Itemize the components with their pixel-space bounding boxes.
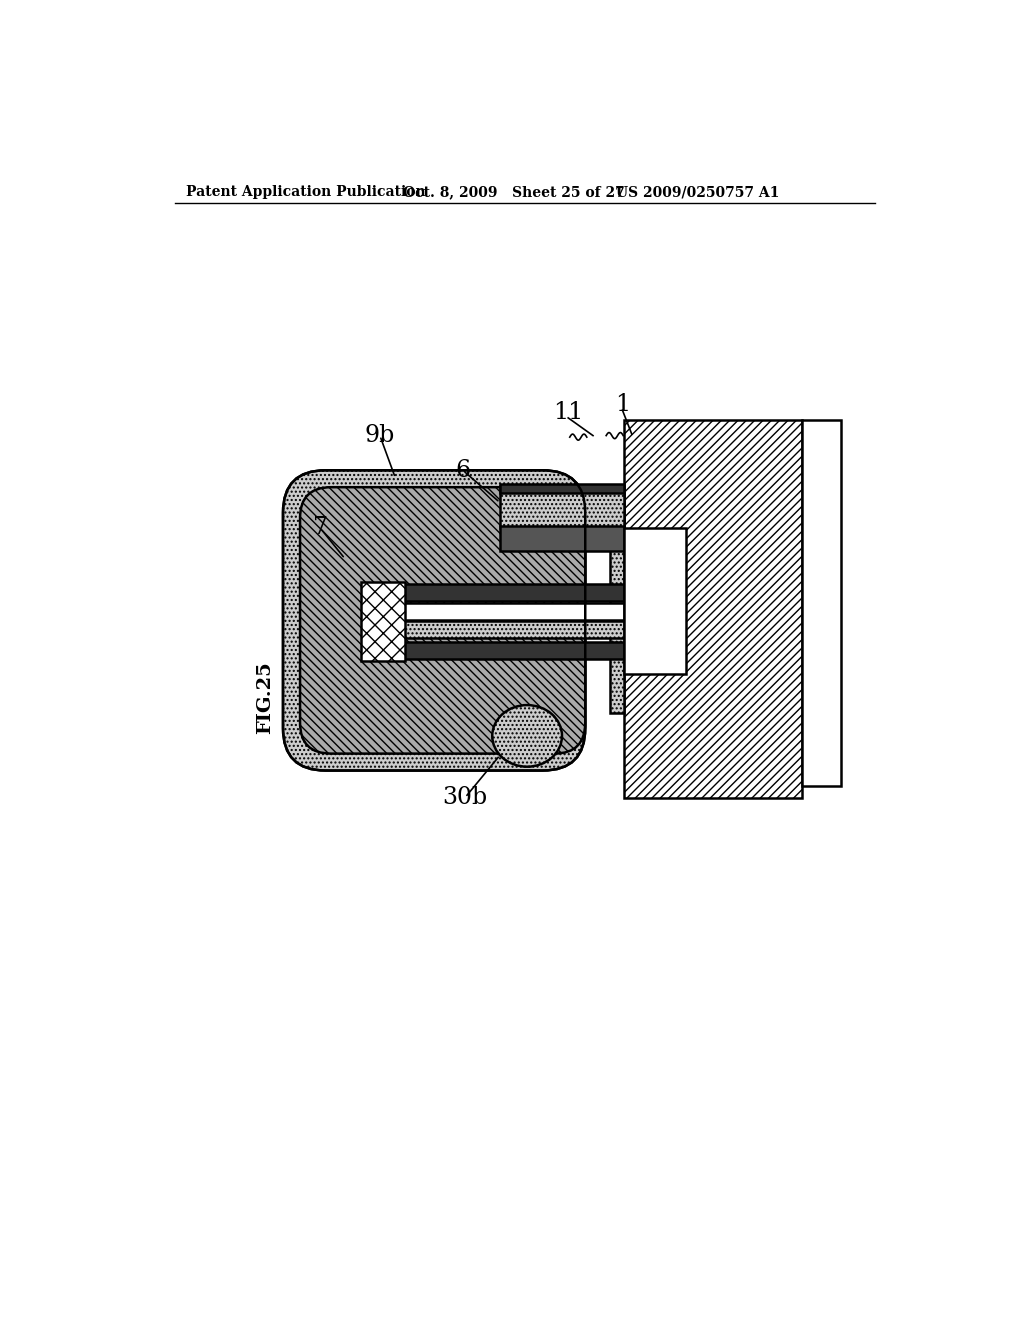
Text: Oct. 8, 2009   Sheet 25 of 27: Oct. 8, 2009 Sheet 25 of 27 [403, 185, 625, 199]
Text: 11: 11 [553, 401, 584, 424]
Bar [403, 585, 624, 601]
Text: 9b: 9b [365, 424, 395, 447]
Bar [624, 420, 802, 797]
Text: Patent Application Publication: Patent Application Publication [186, 185, 426, 199]
Text: 7: 7 [312, 516, 328, 540]
Bar [403, 603, 624, 619]
Bar [802, 420, 841, 785]
Bar [624, 528, 686, 675]
FancyBboxPatch shape [283, 470, 586, 771]
Bar [500, 527, 624, 552]
Bar [403, 642, 624, 659]
Bar [610, 490, 624, 713]
Bar [624, 420, 802, 797]
Text: FIG.25: FIG.25 [256, 661, 273, 734]
Bar [500, 486, 624, 528]
Bar [403, 622, 624, 638]
Text: US 2009/0250757 A1: US 2009/0250757 A1 [616, 185, 779, 199]
Bar [360, 582, 406, 661]
Text: 6: 6 [456, 459, 470, 482]
Bar [500, 486, 624, 528]
Bar [403, 622, 624, 638]
Bar [360, 582, 406, 661]
Text: 30b: 30b [442, 785, 487, 809]
Ellipse shape [493, 705, 562, 767]
Bar [610, 490, 624, 713]
Bar [500, 484, 624, 494]
Text: 1: 1 [614, 393, 630, 416]
FancyBboxPatch shape [300, 487, 586, 754]
